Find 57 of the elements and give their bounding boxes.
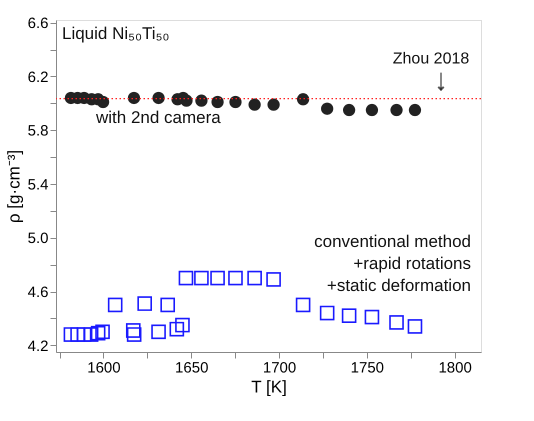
point <box>178 270 194 286</box>
x-tick-label: 1700 <box>262 360 296 376</box>
point <box>342 308 356 324</box>
point <box>247 270 262 286</box>
point <box>228 270 243 286</box>
annotation: conventional method +rapid rotations +static deformation <box>314 232 471 295</box>
point <box>408 104 422 116</box>
point <box>408 319 422 334</box>
point <box>195 94 208 107</box>
y-tick-label: 5.4 <box>28 176 48 194</box>
point <box>229 96 242 108</box>
point <box>128 92 140 104</box>
x-tick-label: 1600 <box>87 360 121 376</box>
point <box>152 92 165 104</box>
point <box>321 102 334 115</box>
point <box>211 96 224 108</box>
point <box>364 310 380 324</box>
y-tick-label: 4.6 <box>28 284 48 302</box>
point <box>342 104 356 116</box>
point <box>267 98 280 111</box>
y-tick-label: 6.2 <box>28 68 48 86</box>
point <box>126 327 142 342</box>
point <box>390 104 403 116</box>
point <box>320 306 334 320</box>
point <box>296 298 310 312</box>
x-tick-label: 1750 <box>350 360 384 376</box>
point <box>70 327 85 342</box>
y-tick-label: 5.0 <box>28 230 48 248</box>
point <box>96 96 110 108</box>
y-tick-label: 6.6 <box>28 15 48 32</box>
point <box>170 322 184 336</box>
point <box>175 318 190 332</box>
y-axis-title: ρ [g·cm⁻³] <box>4 150 24 224</box>
annotation: with 2nd camera <box>95 108 222 127</box>
point <box>180 94 193 107</box>
point <box>64 327 78 342</box>
point <box>210 270 225 286</box>
x-tick-label: 1650 <box>175 360 208 376</box>
point <box>389 315 404 330</box>
point <box>151 324 166 340</box>
point <box>194 270 209 286</box>
point <box>108 298 123 312</box>
ref-line-label: Zhou 2018 <box>392 50 470 68</box>
y-tick-label: 5.8 <box>28 122 48 140</box>
point <box>266 272 281 287</box>
point <box>90 326 106 340</box>
point <box>366 104 378 116</box>
point <box>95 324 110 340</box>
point <box>296 93 310 106</box>
point <box>126 323 141 338</box>
point <box>160 298 176 312</box>
annotation: Liquid Ni₅₀Ti₅₀ <box>62 24 170 43</box>
point <box>248 98 261 111</box>
y-tick-label: 4.2 <box>28 338 48 355</box>
point <box>137 296 152 311</box>
x-axis-title: T [K] <box>251 378 287 396</box>
x-tick-label: 1800 <box>438 360 472 376</box>
